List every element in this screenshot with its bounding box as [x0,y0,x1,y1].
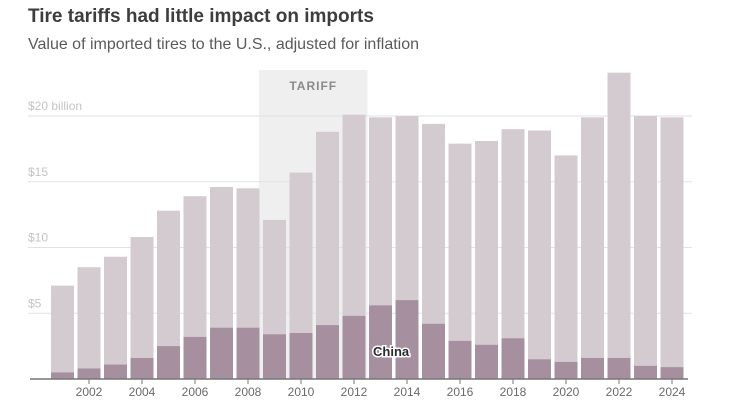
china-series-label: China [373,344,410,359]
china-import-bar [475,344,498,379]
label-layer: TARIFF $5 $10 $15 $20 billion 2002 2004 2006 200… [28,79,686,399]
total-import-bar [422,123,445,379]
china-import-bar [528,359,551,379]
china-import-bar [395,300,419,379]
china-import-bar [634,365,657,379]
x-tick-label: 2006 [182,385,209,399]
x-tick-label: 2014 [394,385,421,399]
x-tick-label: 2020 [553,385,580,399]
total-import-bar [607,72,631,379]
china-import-bar [130,357,154,379]
total-import-bar [554,155,578,379]
total-import-bar [660,117,684,379]
total-import-bar [104,256,127,379]
china-import-bar [289,332,313,379]
total-import-bar [475,141,498,379]
x-tick-label: 2008 [235,385,262,399]
x-tick-label: 2024 [659,385,686,399]
china-import-bar [77,368,101,379]
tariff-label: TARIFF [289,79,337,93]
x-tick-label: 2022 [606,385,633,399]
china-import-bar [607,357,631,379]
y-tick-label: $10 [28,231,48,245]
china-import-bar [104,364,127,379]
total-import-bar [581,117,604,379]
x-tick-label: 2010 [288,385,315,399]
china-import-bar [210,327,233,379]
x-tick-label: 2012 [341,385,368,399]
total-import-bar [316,131,339,379]
total-import-bar [634,116,657,380]
total-import-bar [501,129,525,379]
x-tick-label: 2004 [129,385,156,399]
china-import-bar [422,323,445,379]
total-import-bar [289,172,313,379]
total-import-bar [528,130,551,379]
total-import-bar [183,196,207,379]
china-import-bar [263,334,286,379]
china-import-bar [157,346,180,379]
china-import-bar [369,305,392,379]
china-import-bar [581,357,604,379]
total-import-bar [77,267,101,379]
total-import-bar [342,114,366,379]
china-import-bar [236,327,260,379]
y-tick-label: $20 billion [28,99,82,113]
x-tick-label: 2002 [76,385,103,399]
axis-layer [30,378,688,384]
china-import-bar [51,372,74,379]
x-tick-label: 2018 [500,385,527,399]
total-import-bar [130,236,154,379]
china-import-bar [660,367,684,379]
china-import-bar [316,325,339,379]
y-tick-label: $5 [28,296,42,310]
chart-subtitle: Value of imported tires to the U.S., adj… [28,36,420,53]
china-import-bar [448,340,472,379]
total-import-bar [157,210,180,379]
china-import-bar [183,336,207,379]
china-import-bar [554,361,578,379]
x-tick-label: 2016 [447,385,474,399]
bar-layer [51,72,684,380]
chart-title: Tire tariffs had little impact on import… [28,6,374,27]
total-import-bar [51,285,74,379]
china-import-bar [342,315,366,379]
y-tick-label: $15 [28,165,48,179]
china-import-bar [501,338,525,379]
total-import-bar [448,143,472,379]
